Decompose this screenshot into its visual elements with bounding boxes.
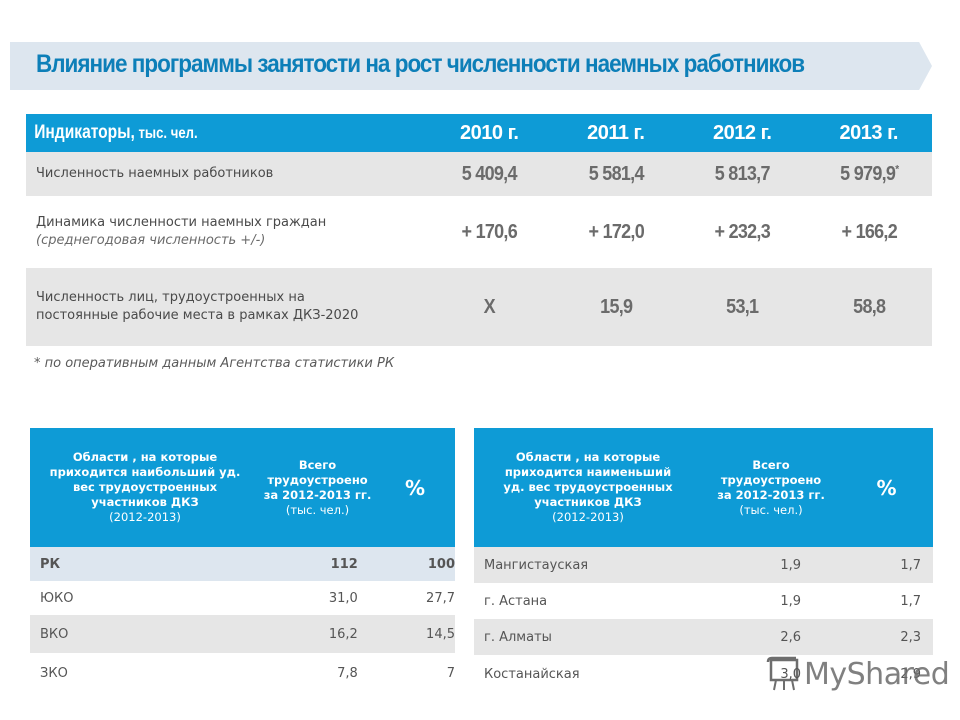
table-row: г. Астана 1,9 1,7 xyxy=(474,583,933,619)
cell-value: 5 581,4 xyxy=(588,162,644,185)
footnote-mark: * xyxy=(894,162,899,175)
total-column-header: Всего трудоустроено за 2012-2013 гг. (ты… xyxy=(717,457,825,517)
title-banner xyxy=(10,42,932,90)
footnote: * по оперативным данным Агентства статис… xyxy=(34,356,395,371)
indicators-table: Индикаторы, тыс. чел. 2010 г. 2011 г. 20… xyxy=(26,114,932,346)
year-header-2013: 2013 г. xyxy=(839,121,899,144)
table-row: ЗКО 7,8 7 xyxy=(30,653,455,693)
year-header-2011: 2011 г. xyxy=(587,121,645,144)
table-row: ЮКО 31,0 27,7 xyxy=(30,581,455,615)
percent-column-header: % xyxy=(404,475,426,500)
cell-value: 5 409,4 xyxy=(461,162,518,185)
row-label: Динамика численности наемных граждан (ср… xyxy=(26,214,426,250)
row-sublabel: (среднегодовая численность +/-) xyxy=(36,233,266,248)
row-label: Численность наемных работников xyxy=(36,166,274,181)
year-header-2010: 2010 г. xyxy=(460,121,519,144)
row-label: Численность лиц, трудоустроенных на пост… xyxy=(36,290,359,323)
watermark-text: MyShared xyxy=(804,656,950,692)
smallest-share-table-header: Области , на которые приходится наименьш… xyxy=(474,428,933,547)
presentation-board-icon xyxy=(766,656,799,691)
cell-value: 5 979,9* xyxy=(839,162,899,185)
cell-value: + 232,3 xyxy=(714,220,771,243)
regions-column-header: Области , на которые приходится наименьш… xyxy=(503,450,673,524)
table-row-dynamics: Динамика численности наемных граждан (ср… xyxy=(26,196,932,268)
table-row-dkz-employed: Численность лиц, трудоустроенных на пост… xyxy=(26,268,932,346)
smallest-share-table: Области , на которые приходится наименьш… xyxy=(474,428,933,693)
table-row: Мангистауская 1,9 1,7 xyxy=(474,547,933,583)
cell-value: + 172,0 xyxy=(587,220,644,243)
largest-share-table-header: Области , на которые приходится наибольш… xyxy=(30,428,455,547)
table-row: РК 112 100 xyxy=(30,547,455,581)
cell-value: 5 813,7 xyxy=(714,162,771,185)
indicator-column-header: Индикаторы, тыс. чел. xyxy=(34,122,198,143)
cell-value: + 166,2 xyxy=(840,220,897,243)
total-column-header: Всего трудоустроено за 2012-2013 гг. (ты… xyxy=(263,457,372,517)
table-row: г. Алматы 2,6 2,3 xyxy=(474,619,933,655)
indicators-table-header: Индикаторы, тыс. чел. 2010 г. 2011 г. 20… xyxy=(26,114,932,152)
table-row: Костанайская 3,0 2,9 xyxy=(474,655,933,693)
page-title: Влияние программы занятости на рост числ… xyxy=(36,50,805,78)
cell-value: Х xyxy=(483,295,496,318)
cell-value: 58,8 xyxy=(852,295,886,318)
table-row-employees: Численность наемных работников 5 409,4 5… xyxy=(26,152,932,196)
watermark: MyShared xyxy=(766,656,950,692)
cell-value: + 170,6 xyxy=(461,220,518,243)
regions-column-header: Области , на которые приходится наибольш… xyxy=(49,450,241,524)
largest-share-table: Области , на которые приходится наибольш… xyxy=(30,428,455,693)
cell-value: 53,1 xyxy=(726,295,759,318)
percent-column-header: % xyxy=(876,475,897,500)
year-header-2012: 2012 г. xyxy=(713,121,772,144)
cell-value: 15,9 xyxy=(599,295,633,318)
table-row: ВКО 16,2 14,5 xyxy=(30,615,455,653)
